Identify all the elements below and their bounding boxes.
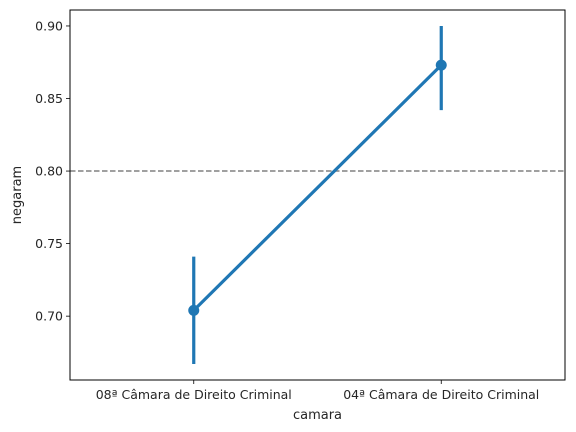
- y-tick-label: 0.75: [35, 236, 63, 251]
- series-line: [192, 64, 443, 312]
- y-axis-title: negaram: [10, 166, 25, 224]
- y-tick-label: 0.90: [35, 18, 63, 33]
- data-point: [188, 304, 200, 316]
- x-tick-label: 08ª Câmara de Direito Criminal: [96, 387, 292, 402]
- x-axis-title: camara: [293, 408, 342, 423]
- y-tick-label: 0.70: [35, 309, 63, 324]
- x-tick-label: 04ª Câmara de Direito Criminal: [343, 387, 539, 402]
- plot-frame: [69, 9, 566, 381]
- data-point: [435, 59, 447, 71]
- y-tick-label: 0.85: [35, 91, 63, 106]
- y-tick-label: 0.80: [35, 164, 63, 179]
